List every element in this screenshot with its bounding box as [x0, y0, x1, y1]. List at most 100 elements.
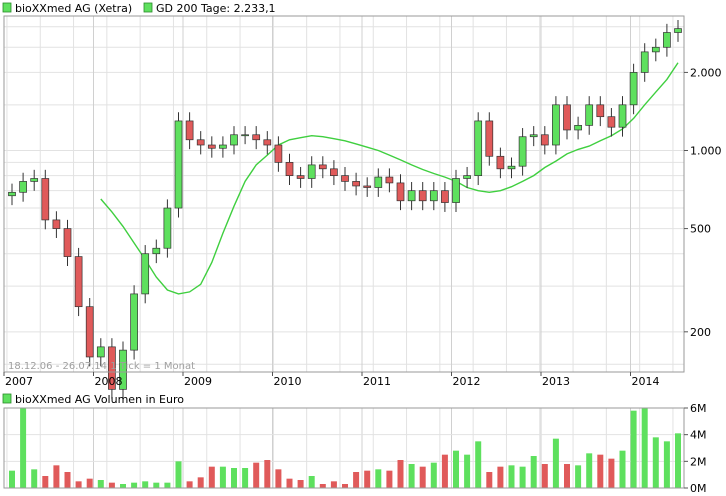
candle-down — [330, 168, 338, 176]
legend-price-label: bioXXmed AG (Xetra) — [15, 2, 132, 15]
candle-down — [85, 306, 94, 358]
volume-bar-up — [675, 433, 681, 488]
volume-bar-up — [97, 480, 104, 488]
volume-bar-down — [297, 480, 304, 488]
candle-down — [74, 256, 83, 308]
volume-bar-up — [652, 437, 659, 488]
volume-bar-up — [586, 453, 593, 488]
price-plot-area — [4, 16, 684, 372]
candle-down — [485, 120, 494, 157]
candle-up — [585, 104, 594, 126]
volume-bar-up — [575, 465, 582, 488]
candle-up — [674, 28, 682, 33]
volume-bar-up — [408, 464, 415, 488]
volume-bar-down — [86, 478, 93, 488]
x-tick-label: 2014 — [632, 375, 660, 388]
volume-bar-up — [663, 441, 670, 488]
volume-bar-down — [286, 478, 293, 488]
legend-swatch-ma — [143, 2, 153, 13]
candle-down — [252, 134, 261, 141]
candle-down — [540, 134, 549, 146]
volume-bar-up — [630, 410, 637, 488]
candle-down — [196, 139, 205, 146]
volume-y-tick-label: 0M — [690, 482, 707, 495]
candle-up — [651, 46, 660, 53]
candlesticks — [8, 19, 682, 399]
candle-up — [529, 134, 538, 138]
price-frame — [3, 15, 685, 373]
volume-bar-up — [552, 438, 559, 488]
volume-bar-down — [564, 464, 570, 488]
volume-bar-down — [208, 466, 215, 488]
candle-down — [263, 139, 272, 146]
candle-up — [241, 134, 249, 137]
candle-up — [174, 120, 183, 209]
candle-up — [507, 165, 516, 170]
candle-up — [618, 104, 627, 128]
candle-down — [285, 162, 294, 176]
volume-bar-down — [319, 484, 326, 488]
volume-bar-up — [20, 408, 27, 488]
price-grid — [3, 16, 684, 372]
candle-up — [663, 32, 671, 48]
candle-down — [207, 144, 216, 149]
volume-bar-up — [453, 450, 459, 488]
candle-down — [185, 120, 194, 141]
volume-bar-down — [330, 481, 337, 488]
volume-bar-up — [9, 470, 15, 488]
candle-up — [474, 120, 483, 176]
volume-bar-down — [353, 472, 360, 488]
candle-up — [374, 176, 383, 188]
volume-y-axis: 0M 2M 4M 6M — [684, 402, 707, 495]
volume-bar-down — [397, 460, 404, 488]
volume-bar-up — [308, 476, 315, 488]
volume-bar-down — [441, 454, 448, 488]
y-tick-label: 200 — [690, 326, 711, 339]
x-tick-label: 2010 — [274, 375, 302, 388]
candle-up — [463, 175, 471, 179]
candle-up — [141, 253, 150, 295]
volume-bar-up — [153, 482, 160, 488]
candle-down — [63, 228, 72, 257]
candle-down — [418, 190, 427, 202]
candle-up — [19, 181, 27, 193]
volume-bar-down — [186, 481, 193, 488]
candle-up — [629, 72, 638, 106]
volume-bar-down — [608, 458, 615, 488]
volume-y-tick-label: 4M — [690, 429, 707, 442]
candle-down — [296, 175, 305, 179]
volume-bar-up — [120, 484, 126, 488]
volume-bar-up — [231, 468, 237, 488]
volume-frame — [3, 407, 685, 489]
candle-up — [96, 346, 105, 358]
x-tick-label: 2012 — [453, 375, 481, 388]
candle-down — [363, 185, 372, 188]
candle-up — [429, 190, 438, 202]
volume-bar-down — [342, 484, 348, 488]
candle-down — [496, 155, 505, 170]
candle-down — [108, 346, 116, 390]
candle-down — [385, 176, 394, 184]
candle-up — [518, 136, 527, 167]
candle-down — [318, 164, 327, 170]
range-note: 18.12.06 - 26.07.14 1 Tick = 1 Monat — [8, 361, 195, 372]
candle-down — [607, 116, 616, 128]
volume-bar-up — [464, 454, 471, 488]
candle-down — [352, 181, 360, 187]
price-border — [3, 15, 685, 373]
volume-bar-down — [197, 477, 204, 488]
volume-bar-up — [142, 481, 149, 488]
volume-bars — [9, 408, 681, 488]
volume-bar-down — [541, 464, 548, 488]
ma200-line — [100, 62, 679, 295]
volume-bar-down — [64, 472, 71, 488]
volume-bar-down — [597, 454, 604, 488]
volume-bar-down — [386, 470, 393, 488]
candle-up — [152, 247, 161, 255]
candle-down — [41, 178, 50, 221]
volume-bar-down — [419, 466, 426, 488]
volume-bar-down — [497, 466, 504, 488]
volume-bar-down — [486, 472, 493, 488]
candle-down — [341, 175, 349, 182]
